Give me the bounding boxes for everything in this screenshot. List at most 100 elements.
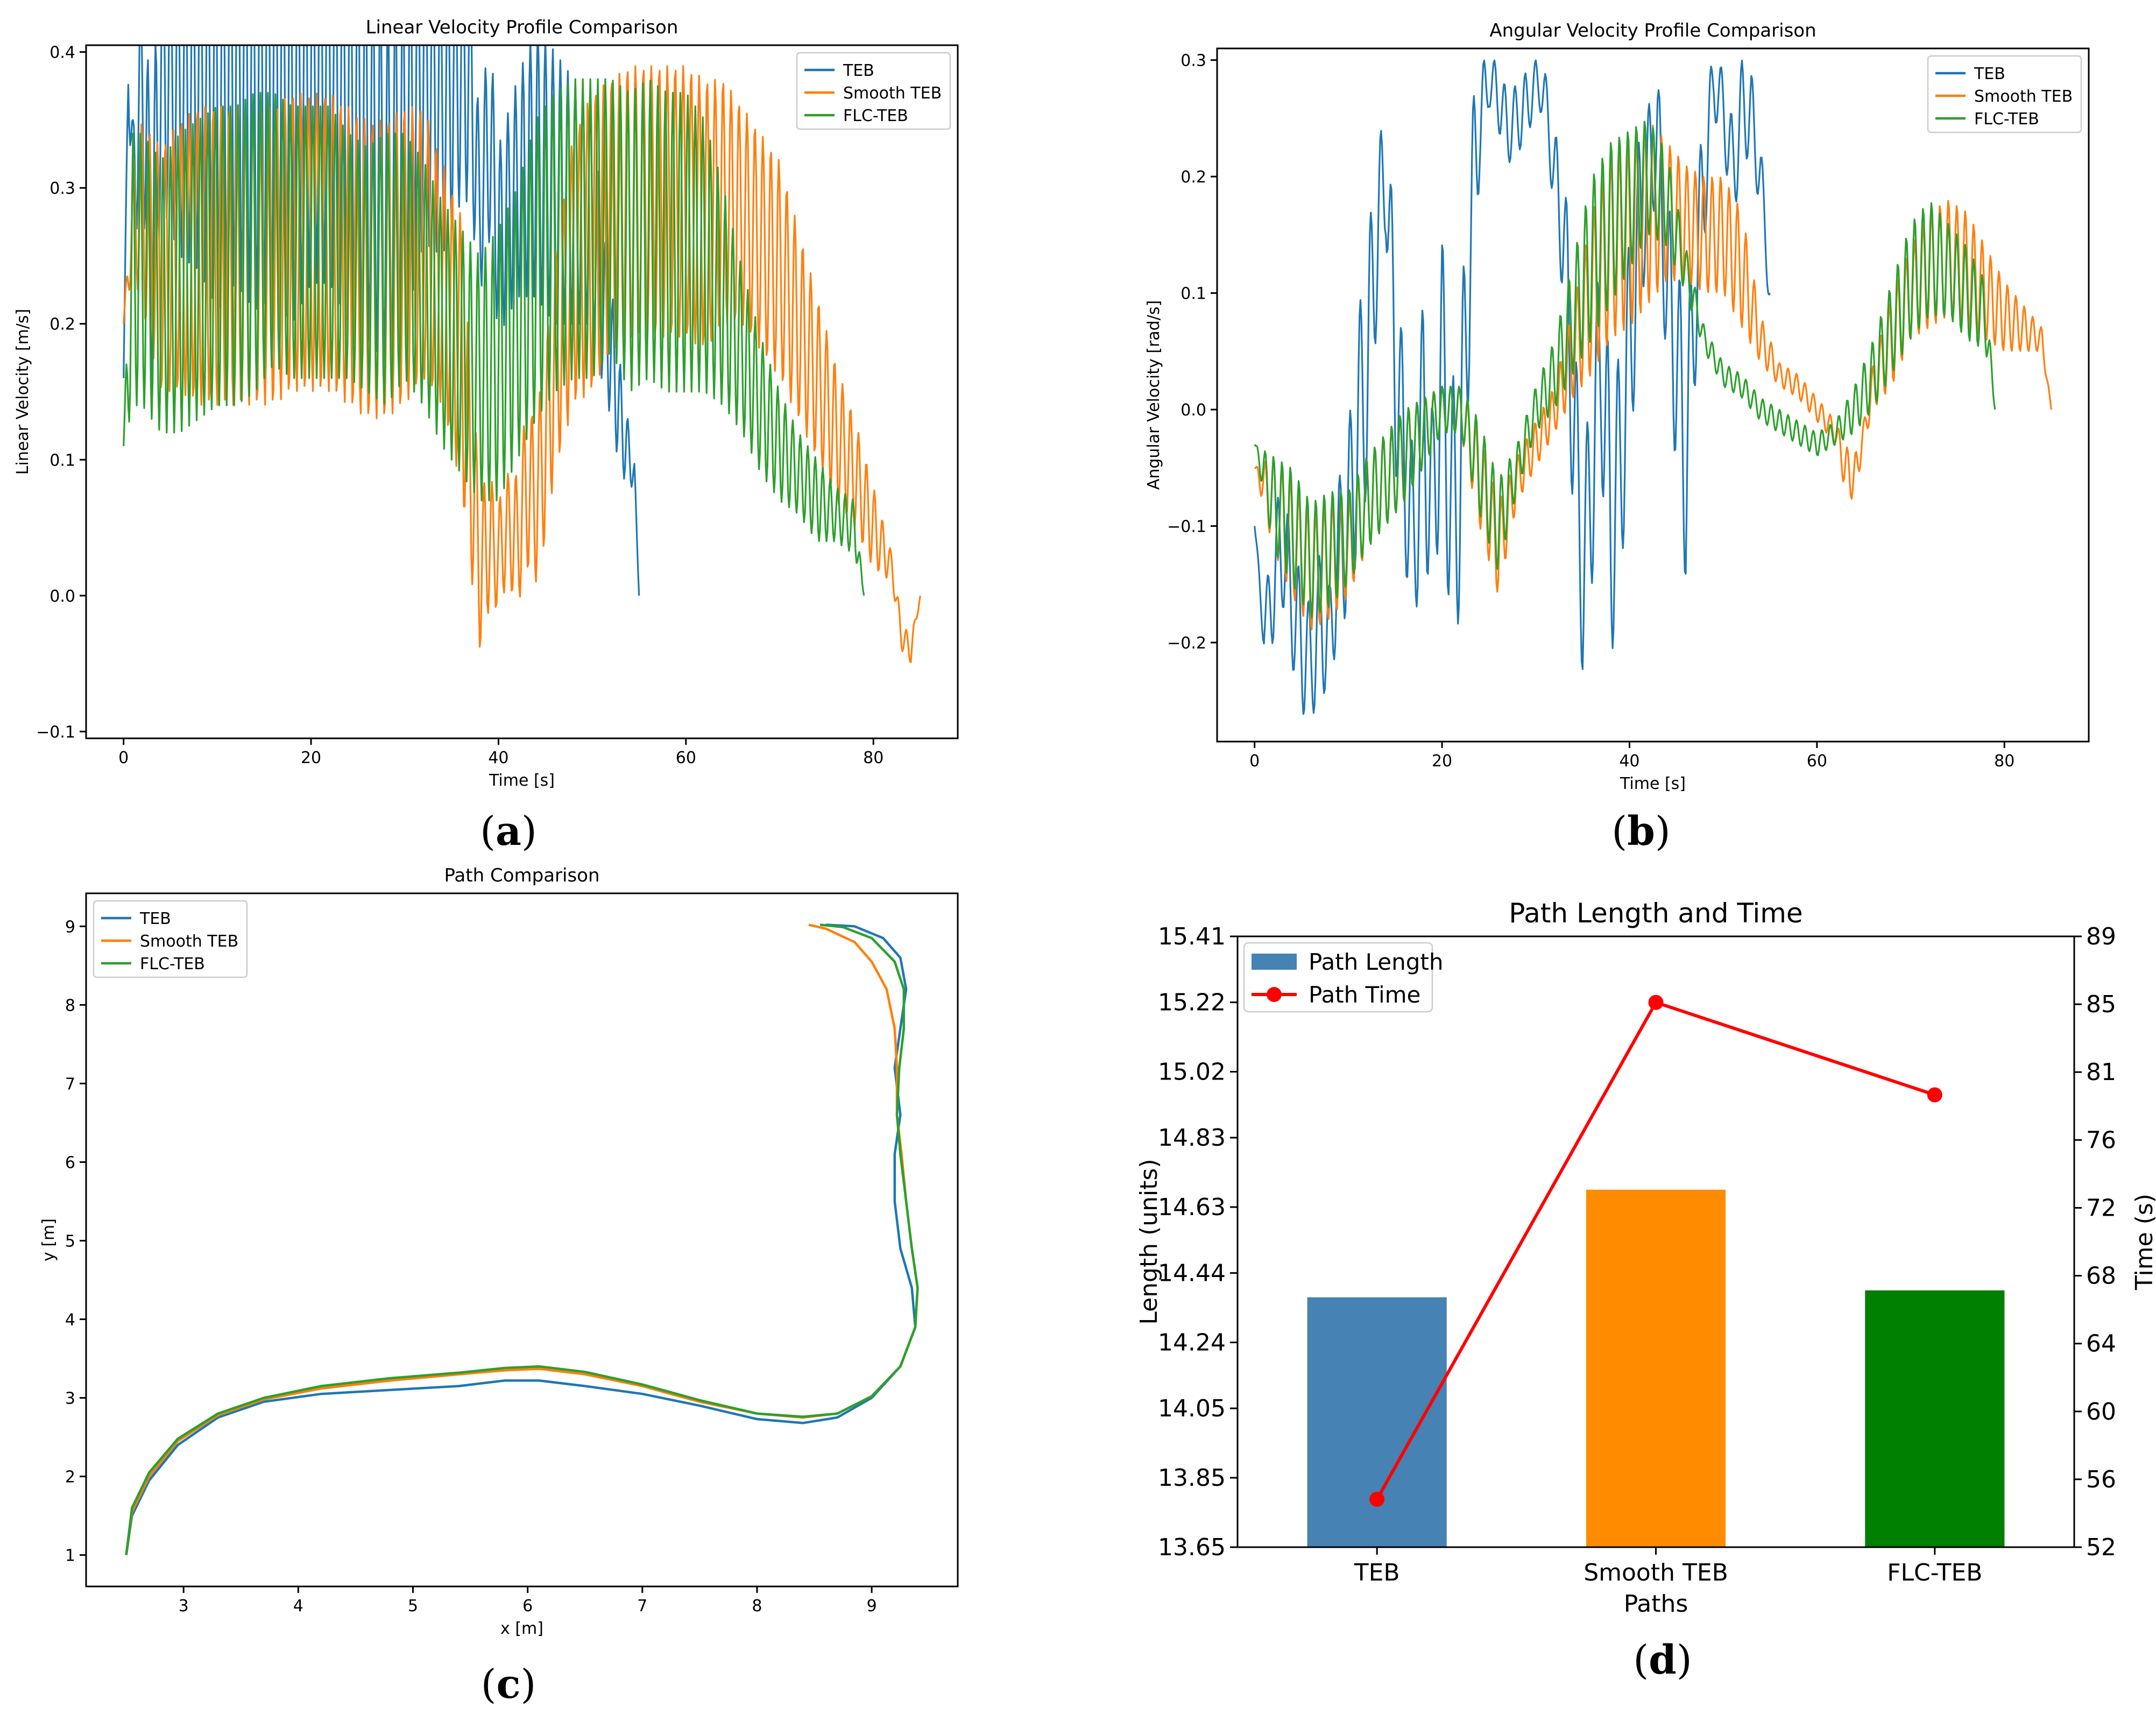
legend-frame xyxy=(796,52,951,130)
x-tick-label: 3 xyxy=(179,1597,189,1616)
x-tick-label: 5 xyxy=(408,1597,418,1616)
panel-label-letter: d xyxy=(1649,1637,1677,1683)
bar-smooth-teb xyxy=(1586,1189,1726,1547)
x-tick-label: 60 xyxy=(676,749,696,767)
legend-label: Smooth TEB xyxy=(140,932,238,951)
y-tick-label: 0.4 xyxy=(50,44,75,62)
x-tick-label: 80 xyxy=(863,749,883,767)
panel-label-paren: ) xyxy=(521,808,537,855)
y-tick-label: 15.41 xyxy=(1158,923,1226,950)
x-tick-label: 20 xyxy=(1432,752,1452,771)
series-line-teb xyxy=(125,923,917,1555)
panel-label: (c) xyxy=(481,1661,536,1708)
y-tick-label: 15.22 xyxy=(1158,989,1226,1017)
y-tick-label: 14.44 xyxy=(1158,1260,1226,1287)
y-axis-label: Linear Velocity [m/s] xyxy=(13,309,32,475)
y2-tick-label: 81 xyxy=(2086,1059,2116,1086)
path-time-point xyxy=(1369,1492,1385,1507)
y-tick-label: 1 xyxy=(65,1547,75,1565)
legend-frame xyxy=(93,900,248,978)
y-tick-label: −0.2 xyxy=(1167,634,1206,653)
y2-tick-label: 60 xyxy=(2086,1398,2116,1426)
x-tick-label: 80 xyxy=(1994,752,2014,771)
y2-tick-label: 68 xyxy=(2086,1262,2116,1290)
panel-label-paren: ) xyxy=(1655,808,1671,855)
y-tick-label: 14.83 xyxy=(1158,1124,1226,1152)
x-tick-label: Smooth TEB xyxy=(1584,1559,1728,1586)
y-tick-label: 9 xyxy=(65,918,75,936)
panel-b: Angular Velocity Profile Comparison 0 20 40… xyxy=(1144,20,2090,855)
x-tick-label: 40 xyxy=(488,749,508,767)
y-tick-label: 13.65 xyxy=(1158,1534,1226,1561)
x-tick-label: 0 xyxy=(118,749,129,767)
y-tick-label: −0.1 xyxy=(1167,518,1206,537)
y-tick-label: 14.63 xyxy=(1158,1194,1226,1221)
y2-tick-label: 85 xyxy=(2086,991,2116,1018)
x-tick-label: 60 xyxy=(1807,752,1827,771)
panel-label: (a) xyxy=(480,808,537,855)
y-tick-label: 4 xyxy=(65,1310,75,1329)
legend-label: TEB xyxy=(139,909,171,928)
series-line-smooth-teb xyxy=(125,923,919,1555)
x-tick-label: 0 xyxy=(1249,752,1260,771)
panel-label: (d) xyxy=(1633,1637,1692,1683)
x-tick-label: 6 xyxy=(522,1597,533,1616)
legend: TEB Smooth TEB FLC-TEB xyxy=(796,52,951,130)
legend-label: Path Length xyxy=(1309,949,1443,975)
y-tick-label: 13.85 xyxy=(1158,1464,1226,1492)
y-tick-label: 14.24 xyxy=(1158,1329,1226,1357)
series-line-teb xyxy=(123,45,640,596)
bar-flc-teb xyxy=(1865,1290,2005,1547)
panel-label-paren: ( xyxy=(480,808,496,855)
path-time-point xyxy=(1927,1087,1942,1103)
panel-label-letter: c xyxy=(496,1661,520,1708)
bar-teb xyxy=(1307,1297,1447,1547)
series-line-teb xyxy=(1254,59,1771,715)
x-axis-label: Time [s] xyxy=(489,771,555,790)
panel-label-paren: ( xyxy=(1611,808,1627,855)
chart-title: Path Comparison xyxy=(444,865,599,886)
y-tick-label: 3 xyxy=(65,1389,75,1408)
x-tick-label: 40 xyxy=(1619,752,1639,771)
y-tick-label: 7 xyxy=(65,1075,75,1094)
plot-area xyxy=(1254,59,2052,715)
y-tick-label: −0.1 xyxy=(36,723,75,742)
y-tick-label: 0.2 xyxy=(1181,168,1206,187)
y-tick-label: 0.1 xyxy=(1181,285,1206,304)
axes-frame xyxy=(1216,47,2090,743)
legend-label: Path Time xyxy=(1309,982,1420,1008)
axes-frame xyxy=(85,892,959,1588)
panel-label-paren: ) xyxy=(521,1661,536,1708)
panel-a: Linear Velocity Profile Comparison 0 20 40 6… xyxy=(13,17,959,855)
y-axis-label: Length (units) xyxy=(1135,1159,1163,1324)
y2-tick-label: 72 xyxy=(2086,1194,2116,1222)
plot-area xyxy=(123,45,921,664)
legend-label: FLC-TEB xyxy=(140,955,205,974)
chart-title: Angular Velocity Profile Comparison xyxy=(1489,20,1816,41)
legend-label: Smooth TEB xyxy=(1974,87,2073,106)
x-tick-label: 7 xyxy=(637,1597,647,1616)
y-tick-label: 0.3 xyxy=(50,179,75,198)
series-line-flc-teb xyxy=(123,78,865,596)
y-tick-label: 15.02 xyxy=(1158,1059,1226,1086)
path-time-point xyxy=(1648,994,1664,1010)
legend-label: Smooth TEB xyxy=(843,84,942,103)
legend-label: TEB xyxy=(1974,65,2005,83)
legend-label: FLC-TEB xyxy=(843,107,908,125)
legend-marker xyxy=(1267,987,1282,1002)
y2-tick-label: 64 xyxy=(2086,1330,2116,1358)
legend-label: TEB xyxy=(843,61,874,80)
legend-label: FLC-TEB xyxy=(1974,110,2039,129)
legend: Path Length Path Time xyxy=(1243,942,1443,1013)
y-tick-label: 0.0 xyxy=(50,587,75,606)
panel-label-letter: b xyxy=(1627,808,1655,855)
x-tick-label: 8 xyxy=(752,1597,762,1616)
x-axis-label: Time [s] xyxy=(1620,774,1686,793)
legend: TEB Smooth TEB FLC-TEB xyxy=(1927,55,2082,133)
x-tick-label: 9 xyxy=(867,1597,877,1616)
y-tick-label: 0.2 xyxy=(50,315,75,334)
y-tick-label: 5 xyxy=(65,1232,75,1251)
x-tick-label: 4 xyxy=(293,1597,303,1616)
legend: TEB Smooth TEB FLC-TEB xyxy=(93,900,248,978)
